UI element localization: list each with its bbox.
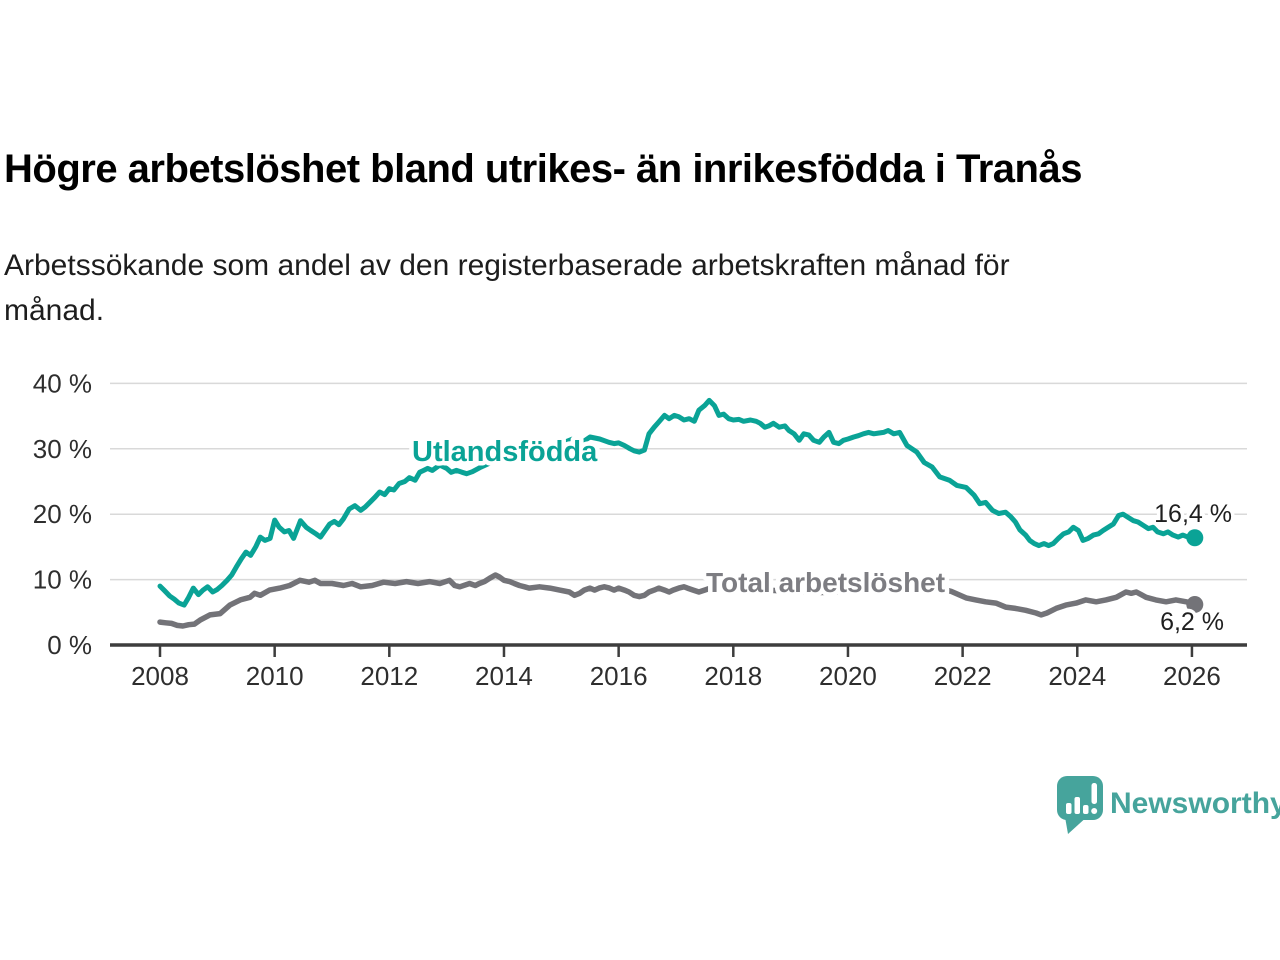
newsworthy-logo-graphic: Newsworthy <box>1057 776 1280 834</box>
x-tick-label: 2012 <box>360 661 418 691</box>
speech-bubble-chart-icon <box>1057 776 1103 834</box>
series-line-1 <box>157 572 1198 629</box>
page-title: Högre arbetslöshet bland utrikes- än inr… <box>4 147 1082 191</box>
y-tick-label: 30 % <box>33 434 92 464</box>
x-tick-label: 2014 <box>475 661 533 691</box>
y-tick-label: 10 % <box>33 565 92 595</box>
x-tick-label: 2022 <box>934 661 992 691</box>
y-tick-label: 40 % <box>33 368 92 398</box>
chart-subtitle-line2: månad. <box>4 294 105 327</box>
plot-area: 2008 2010 2012 2014 2016 2018 2020 2022 2024 2026… <box>33 368 1247 691</box>
end-value-label-utlandsfodda: 16,4 % <box>1154 500 1232 528</box>
series-label-utlandsfodda: Utlandsfödda <box>412 436 598 468</box>
y-tick-label: 0 % <box>47 630 92 660</box>
y-tick-label: 20 % <box>33 499 92 529</box>
chart-subtitle: Arbetssökande som andel av den registerb… <box>4 243 1010 333</box>
series-line-0 <box>157 397 1198 608</box>
x-tick-label: 2018 <box>704 661 762 691</box>
x-tick-label: 2010 <box>246 661 304 691</box>
newsworthy-logo: Newsworthy <box>1053 772 1280 836</box>
end-value-label-total: 6,2 % <box>1160 608 1224 636</box>
x-tick-label: 2024 <box>1048 661 1106 691</box>
x-tick-label: 2026 <box>1163 661 1221 691</box>
series-label-total-arbetsloshet: Total arbetslöshet <box>706 567 945 598</box>
x-tick-label: 2020 <box>819 661 877 691</box>
series-end-dot-1 <box>1186 595 1204 613</box>
x-tick-label: 2016 <box>590 661 648 691</box>
chart-subtitle-line1: Arbetssökande som andel av den registerb… <box>4 249 1010 282</box>
chart-annotations: Utlandsfödda Total arbetslöshet 16,4 % 6… <box>408 432 1236 640</box>
newsworthy-wordmark: Newsworthy <box>1110 787 1280 820</box>
series-end-dot-0 <box>1186 529 1204 547</box>
x-tick-label: 2008 <box>131 661 189 691</box>
